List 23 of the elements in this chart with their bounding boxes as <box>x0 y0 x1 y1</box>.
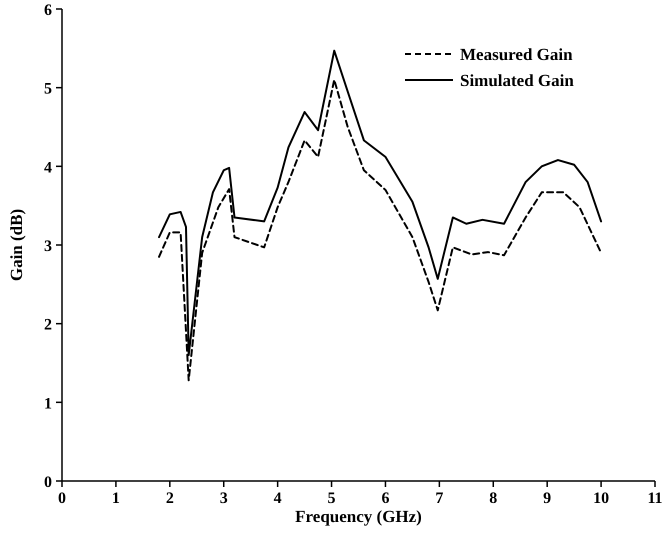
x-tick-label: 4 <box>274 490 282 507</box>
y-tick-label: 5 <box>44 80 52 98</box>
x-axis-title: Frequency (GHz) <box>295 507 422 526</box>
y-tick-label: 4 <box>44 159 52 176</box>
y-tick-label: 3 <box>44 238 52 255</box>
y-tick-label: 0 <box>44 474 52 491</box>
x-tick-label: 5 <box>328 490 336 507</box>
x-tick-label: 2 <box>166 490 174 507</box>
x-tick-label: 9 <box>543 490 552 507</box>
x-tick-label: 11 <box>647 490 662 507</box>
x-tick-label: 0 <box>58 490 66 507</box>
y-axis-title: Gain (dB) <box>7 208 26 282</box>
y-tick-label: 6 <box>44 2 52 19</box>
x-tick-label: 6 <box>381 490 390 507</box>
legend-label: Measured Gain <box>460 45 574 64</box>
x-tick-label: 8 <box>489 490 498 507</box>
legend-label: Simulated Gain <box>460 71 574 90</box>
x-tick-label: 7 <box>435 490 444 507</box>
y-tick-label: 2 <box>44 316 52 334</box>
x-tick-label: 3 <box>220 490 228 507</box>
x-tick-label: 1 <box>112 490 120 507</box>
x-tick-label: 10 <box>593 490 610 507</box>
y-tick-label: 1 <box>44 395 52 412</box>
